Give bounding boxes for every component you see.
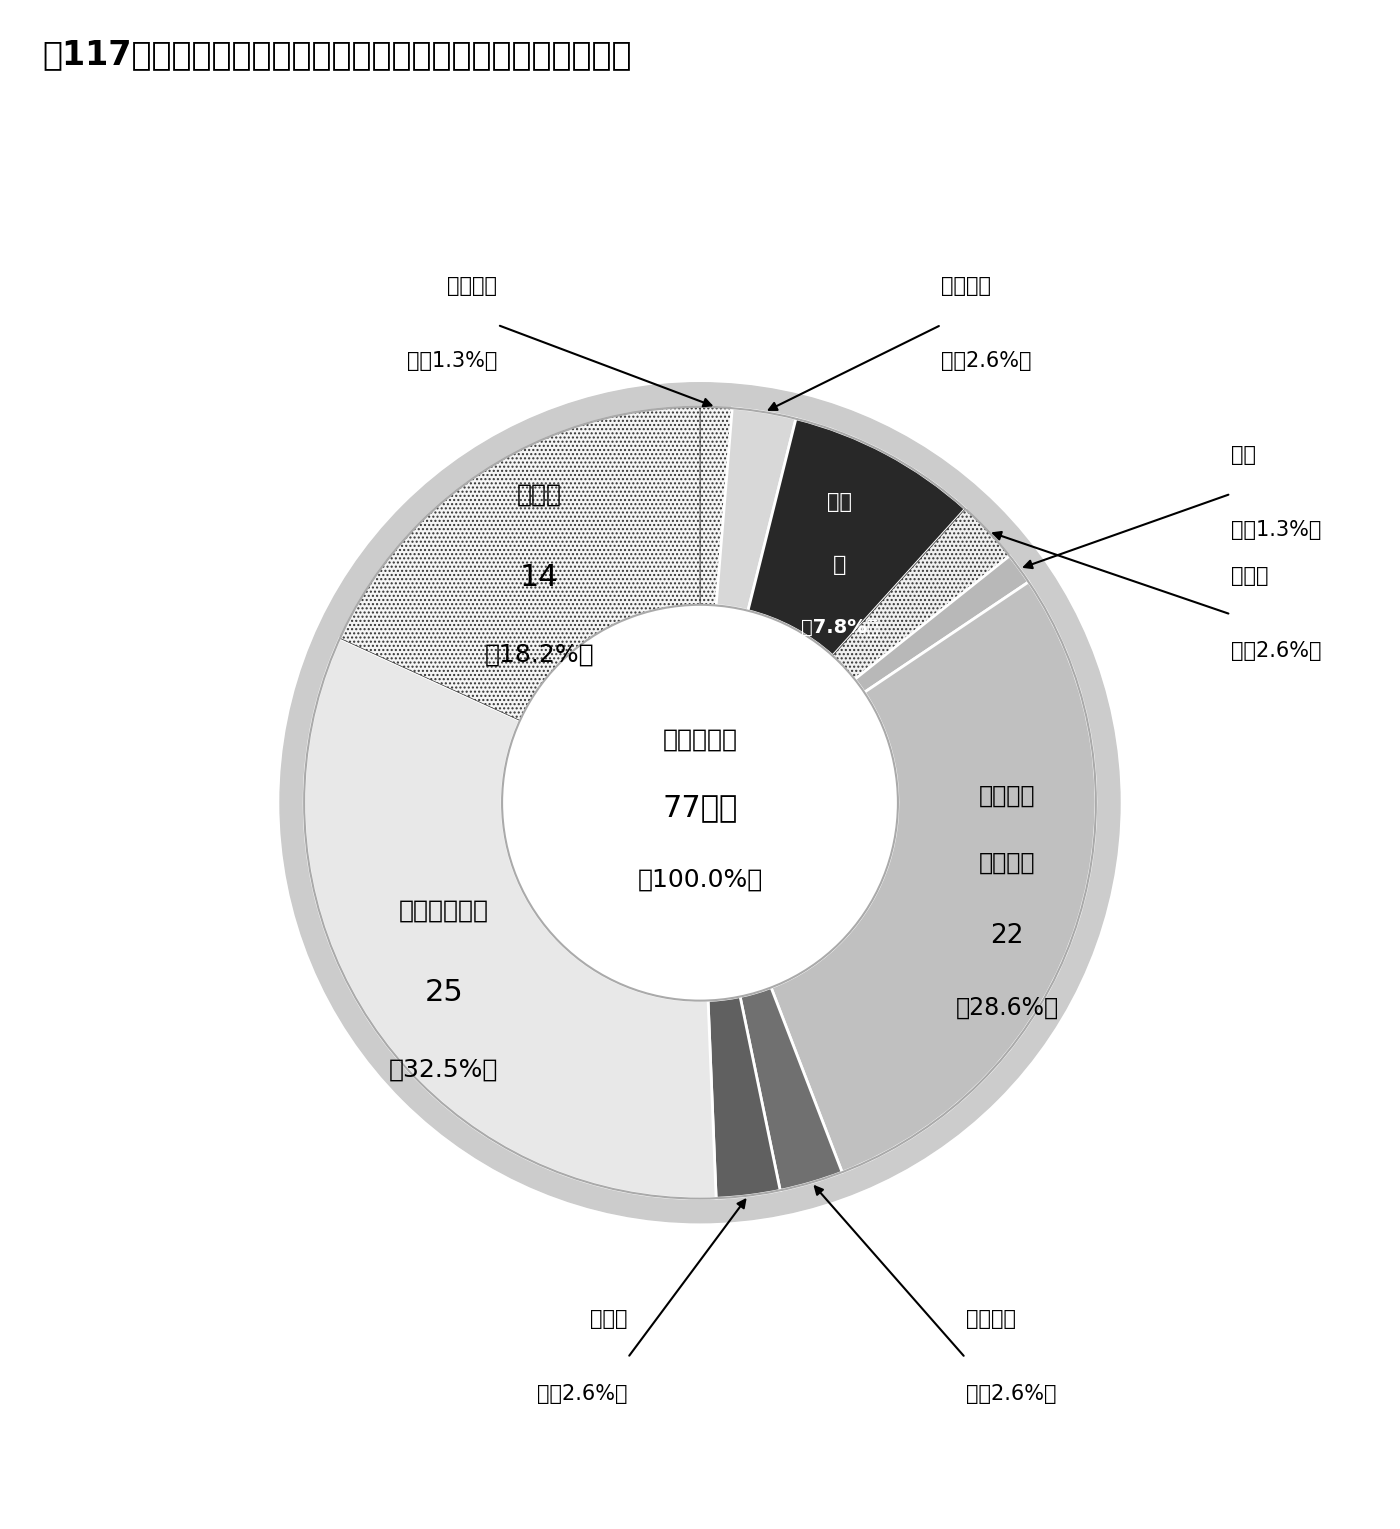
Text: 14: 14 <box>521 563 559 592</box>
Text: 観光施設: 観光施設 <box>979 783 1036 807</box>
Text: ２（2.6%）: ２（2.6%） <box>941 352 1032 372</box>
Text: 22: 22 <box>990 922 1023 948</box>
Text: （100.0%）: （100.0%） <box>637 868 763 891</box>
Wedge shape <box>855 557 1029 693</box>
Text: （28.6%）: （28.6%） <box>956 995 1058 1020</box>
Text: ２（2.6%）: ２（2.6%） <box>966 1384 1056 1404</box>
Wedge shape <box>748 419 965 656</box>
Text: 介護サービス: 介護サービス <box>399 899 489 922</box>
Wedge shape <box>340 407 700 720</box>
Wedge shape <box>304 638 717 1199</box>
Text: （7.8%）: （7.8%） <box>801 618 878 638</box>
Text: 77事業: 77事業 <box>662 794 738 823</box>
Circle shape <box>280 382 1120 1223</box>
Text: 病院: 病院 <box>827 492 853 512</box>
Text: 第117図　地方公営企業における指定管理者制度の導入済事業: 第117図 地方公営企業における指定管理者制度の導入済事業 <box>42 38 631 72</box>
Wedge shape <box>708 997 780 1199</box>
Text: ２（2.6%）: ２（2.6%） <box>1231 641 1322 661</box>
Text: （18.2%）: （18.2%） <box>484 642 594 667</box>
Text: 宅地造成: 宅地造成 <box>966 1309 1015 1329</box>
Text: 駐車場: 駐車場 <box>517 483 561 508</box>
Text: １（1.3%）: １（1.3%） <box>1231 520 1322 540</box>
Text: 25: 25 <box>424 979 463 1008</box>
Text: １（1.3%）: １（1.3%） <box>407 352 497 372</box>
Text: 港湾整備: 港湾整備 <box>941 277 991 297</box>
Text: （32.5%）: （32.5%） <box>389 1058 498 1081</box>
Wedge shape <box>700 407 732 605</box>
Text: と畜場: と畜場 <box>1231 566 1268 586</box>
Text: 下水道: 下水道 <box>589 1309 627 1329</box>
Text: 導入済事業: 導入済事業 <box>662 728 738 752</box>
Text: 市場: 市場 <box>1231 445 1256 465</box>
Wedge shape <box>771 583 1096 1173</box>
Text: ２（2.6%）: ２（2.6%） <box>538 1384 627 1404</box>
Wedge shape <box>717 408 797 610</box>
Circle shape <box>503 605 897 1000</box>
Text: ６: ６ <box>833 555 847 575</box>
Text: ・その他: ・その他 <box>979 852 1036 875</box>
Text: 簡易水道: 簡易水道 <box>447 277 497 297</box>
Wedge shape <box>741 988 843 1191</box>
Wedge shape <box>833 509 1009 679</box>
